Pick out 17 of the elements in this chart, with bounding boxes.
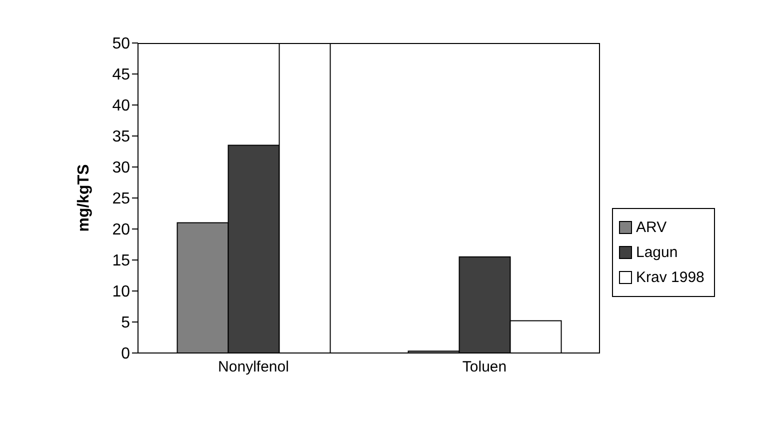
y-tick-label: 50 bbox=[112, 36, 130, 53]
y-axis-title: mg/kgTS bbox=[76, 164, 93, 232]
y-tick-label: 5 bbox=[121, 314, 130, 332]
y-tick-label: 0 bbox=[121, 346, 130, 363]
x-tick-label: Nonylfenol bbox=[218, 358, 289, 376]
x-tick-label: Toluen bbox=[462, 358, 507, 376]
y-tick-label: 10 bbox=[112, 284, 130, 301]
legend-label: Krav 1998 bbox=[636, 269, 704, 286]
legend-label: ARV bbox=[636, 219, 667, 236]
y-tick-label: 20 bbox=[112, 222, 130, 239]
y-tick-label: 30 bbox=[112, 160, 130, 177]
y-tick-label: 15 bbox=[112, 252, 130, 270]
y-tick-label: 45 bbox=[112, 66, 130, 84]
y-tick-label: 25 bbox=[112, 190, 130, 208]
legend-label: Lagun bbox=[636, 244, 678, 261]
y-tick-label: 40 bbox=[112, 98, 130, 115]
y-tick-label: 35 bbox=[112, 128, 130, 146]
